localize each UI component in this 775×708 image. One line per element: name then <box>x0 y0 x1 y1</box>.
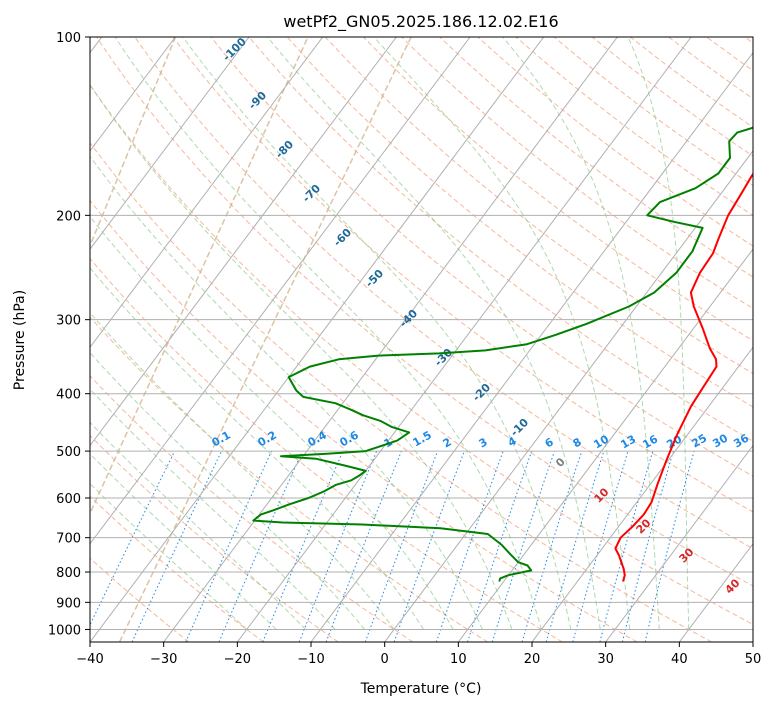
dry-adiabat <box>90 84 753 625</box>
dry-adiabat <box>401 37 753 310</box>
profile-lines <box>252 126 753 582</box>
isotherm-line <box>384 150 753 642</box>
mixing-ratio-line <box>298 450 378 642</box>
dry-adiabat <box>90 434 339 642</box>
chart-title: wetPf2_GN05.2025.186.12.02.E16 <box>283 12 558 32</box>
dry-adiabat <box>90 142 712 642</box>
moist-adiabat <box>90 388 336 630</box>
isotherm-line <box>90 37 545 642</box>
mixing-ratio-line <box>599 450 654 642</box>
moist-adiabat <box>627 37 690 630</box>
x-tick-label: 20 <box>524 652 541 667</box>
y-axis: 100 200 300 400 500 600 700 800 900 1000 <box>48 31 90 638</box>
isotherm-line <box>605 444 753 642</box>
temperature-line <box>614 172 753 582</box>
x-tick-label: −10 <box>297 652 324 667</box>
isotherm-line <box>752 641 753 642</box>
x-tick-label: 10 <box>450 652 467 667</box>
moist-adiabat <box>502 37 660 630</box>
moist-adiabat <box>90 84 513 630</box>
dry-adiabat <box>363 37 753 342</box>
isotherm-line <box>310 51 753 642</box>
mixing-ratio-line <box>185 450 272 642</box>
y-tick-label: 800 <box>56 566 81 581</box>
isotherm-line <box>90 37 176 152</box>
mixing-ratio-line <box>491 450 555 642</box>
y-tick-label: 200 <box>56 209 81 224</box>
mixing-ratio-line <box>467 450 533 642</box>
plot-area <box>90 37 753 642</box>
dry-adiabat <box>90 257 563 642</box>
isotherm-line <box>457 248 753 642</box>
dewpoint-line <box>252 126 753 582</box>
mixing-ratio-line <box>572 450 629 642</box>
dry-adiabat <box>90 199 638 642</box>
dry-adiabat <box>90 316 488 642</box>
mixing-ratio-line <box>325 450 402 642</box>
y-tick-label: 600 <box>56 492 81 507</box>
moist-adiabat <box>90 453 277 630</box>
dry-adiabat <box>90 557 190 642</box>
y-tick-label: 300 <box>56 314 81 329</box>
mixing-ratio-line <box>218 450 303 642</box>
isotherm-line <box>90 37 471 545</box>
x-tick-label: −30 <box>150 652 177 667</box>
moist-adiabat <box>90 215 454 630</box>
moist-adiabat <box>182 37 572 630</box>
mixing-ratio-line <box>521 450 583 642</box>
y-tick-label: 1000 <box>48 623 81 638</box>
moist-adiabat <box>267 37 601 630</box>
moist-adiabat <box>114 37 542 630</box>
mixing-ratio-line <box>364 450 439 642</box>
tan-guide-line <box>90 37 177 248</box>
x-tick-label: −40 <box>76 652 103 667</box>
y-axis-title: Pressure (hPa) <box>12 290 28 390</box>
x-tick-label: 0 <box>381 652 389 667</box>
y-tick-label: 400 <box>56 388 81 403</box>
dry-adiabat <box>210 37 753 477</box>
isotherm-line <box>236 37 692 642</box>
y-tick-label: 700 <box>56 532 81 547</box>
x-tick-label: 40 <box>671 652 688 667</box>
x-tick-label: 50 <box>745 652 762 667</box>
dry-adiabat <box>248 37 753 442</box>
moist-adiabat <box>90 267 424 630</box>
dry-adiabat <box>172 37 753 513</box>
mixing-ratio-line <box>621 450 674 642</box>
moist-adiabat <box>90 421 307 630</box>
tan-guide-line <box>118 37 412 642</box>
moist-adiabat <box>373 37 631 630</box>
y-tick-label: 500 <box>56 445 81 460</box>
background-lines <box>90 37 753 642</box>
mixing-ratio-line <box>262 450 344 642</box>
x-axis: −40 −30 −20 −10 0 10 20 30 40 50 <box>76 642 761 667</box>
x-axis-title: Temperature (°C) <box>360 681 482 697</box>
moist-adiabat <box>90 155 483 630</box>
isotherm-line <box>90 37 250 250</box>
plot-frame <box>89 36 754 643</box>
x-tick-label: −20 <box>224 652 251 667</box>
isotherm-line <box>90 37 397 447</box>
isotherm-line <box>531 346 753 642</box>
isotherm-line <box>90 37 324 349</box>
mixing-ratio-line <box>435 450 504 642</box>
tan-guide-line <box>90 37 309 516</box>
moist-adiabat <box>90 311 395 630</box>
y-tick-label: 100 <box>56 31 81 46</box>
mixing-ratio-line <box>545 450 605 642</box>
isotherm-line <box>163 37 618 642</box>
x-tick-label: 30 <box>597 652 614 667</box>
y-tick-label: 900 <box>56 596 81 611</box>
moist-adiabat <box>90 352 365 630</box>
mixing-ratio-line <box>90 450 176 626</box>
dry-adiabat <box>134 37 753 550</box>
